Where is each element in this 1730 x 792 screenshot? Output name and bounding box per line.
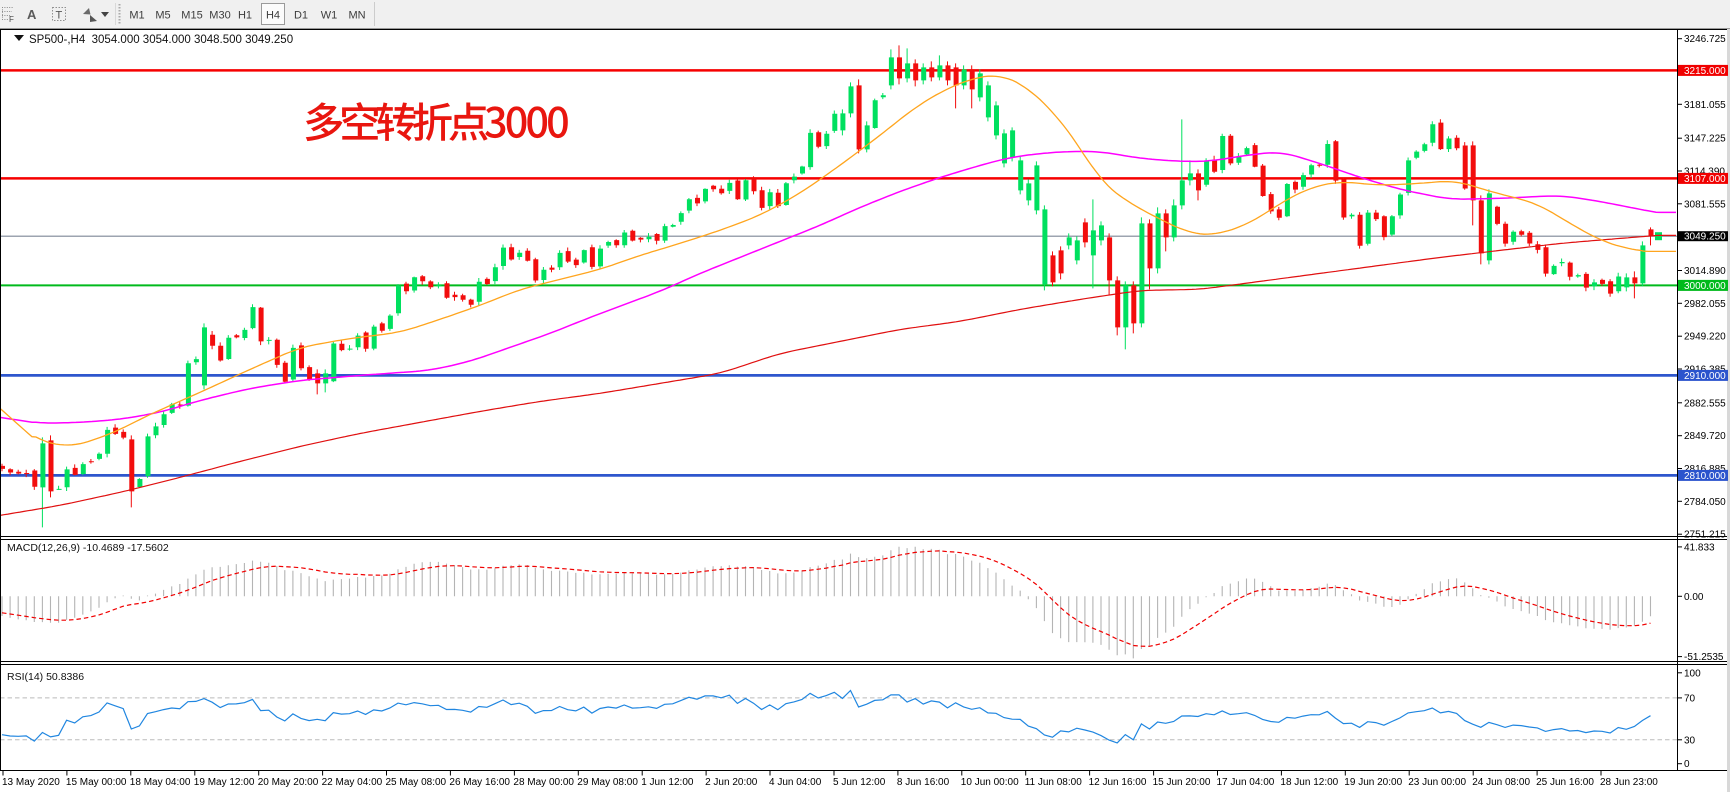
svg-text:11 Jun 08:00: 11 Jun 08:00: [1025, 777, 1083, 788]
svg-text:13 May 2020: 13 May 2020: [2, 777, 60, 788]
svg-text:3147.225: 3147.225: [1684, 134, 1726, 145]
svg-text:W1: W1: [321, 10, 338, 22]
svg-text:MACD(12,26,9) -10.4689 -17.560: MACD(12,26,9) -10.4689 -17.5602: [7, 542, 169, 554]
svg-text:30: 30: [1684, 735, 1696, 746]
svg-text:24 Jun 08:00: 24 Jun 08:00: [1472, 777, 1530, 788]
svg-text:15 Jun 20:00: 15 Jun 20:00: [1153, 777, 1211, 788]
svg-text:2882.555: 2882.555: [1684, 398, 1726, 409]
svg-text:8 Jun 16:00: 8 Jun 16:00: [897, 777, 950, 788]
svg-text:SP500-,H4 3054.000 3054.000 3: SP500-,H4 3054.000 3054.000 3048.500 304…: [29, 34, 293, 46]
svg-text:D1: D1: [294, 10, 308, 22]
svg-text:2849.720: 2849.720: [1684, 431, 1726, 442]
svg-text:A: A: [27, 7, 37, 22]
svg-text:-51.2535: -51.2535: [1684, 652, 1724, 663]
svg-text:2751.215: 2751.215: [1684, 530, 1726, 541]
svg-text:25 Jun 16:00: 25 Jun 16:00: [1536, 777, 1594, 788]
svg-text:29 May 08:00: 29 May 08:00: [577, 777, 638, 788]
svg-text:3181.055: 3181.055: [1684, 100, 1726, 111]
svg-text:RSI(14) 50.8386: RSI(14) 50.8386: [7, 671, 84, 683]
svg-text:18 May 04:00: 18 May 04:00: [130, 777, 191, 788]
svg-text:H4: H4: [266, 10, 280, 22]
svg-text:15 May 00:00: 15 May 00:00: [66, 777, 127, 788]
svg-text:5 Jun 12:00: 5 Jun 12:00: [833, 777, 886, 788]
svg-text:M15: M15: [181, 10, 202, 22]
svg-text:M30: M30: [209, 10, 230, 22]
svg-text:2982.055: 2982.055: [1684, 299, 1726, 310]
svg-text:F: F: [9, 15, 14, 24]
svg-text:3107.000: 3107.000: [1684, 174, 1726, 185]
svg-text:MN: MN: [348, 10, 365, 22]
svg-text:19 May 12:00: 19 May 12:00: [194, 777, 255, 788]
svg-text:1 Jun 12:00: 1 Jun 12:00: [641, 777, 694, 788]
svg-text:41.833: 41.833: [1684, 542, 1715, 553]
svg-text:70: 70: [1684, 693, 1696, 704]
svg-text:28 Jun 23:00: 28 Jun 23:00: [1600, 777, 1658, 788]
svg-text:2910.000: 2910.000: [1684, 371, 1726, 382]
svg-text:18 Jun 12:00: 18 Jun 12:00: [1280, 777, 1338, 788]
svg-text:H1: H1: [238, 10, 252, 22]
svg-text:12 Jun 16:00: 12 Jun 16:00: [1089, 777, 1147, 788]
svg-text:2816.885: 2816.885: [1684, 464, 1726, 475]
svg-text:3215.000: 3215.000: [1684, 66, 1726, 77]
svg-text:2810.000: 2810.000: [1684, 471, 1726, 482]
svg-text:0.00: 0.00: [1684, 592, 1704, 603]
svg-text:3081.555: 3081.555: [1684, 199, 1726, 210]
svg-text:10 Jun 00:00: 10 Jun 00:00: [961, 777, 1019, 788]
svg-text:100: 100: [1684, 668, 1701, 679]
svg-text:20 May 20:00: 20 May 20:00: [258, 777, 319, 788]
svg-text:3014.890: 3014.890: [1684, 266, 1726, 277]
svg-text:2949.220: 2949.220: [1684, 332, 1726, 343]
svg-text:0: 0: [1684, 759, 1690, 770]
svg-text:28 May 00:00: 28 May 00:00: [513, 777, 574, 788]
svg-text:T: T: [56, 10, 63, 22]
svg-text:3246.725: 3246.725: [1684, 34, 1726, 45]
svg-text:3049.250: 3049.250: [1684, 232, 1726, 243]
svg-text:2 Jun 20:00: 2 Jun 20:00: [705, 777, 758, 788]
svg-text:2784.050: 2784.050: [1684, 497, 1726, 508]
svg-text:4 Jun 04:00: 4 Jun 04:00: [769, 777, 822, 788]
svg-text:3000.000: 3000.000: [1684, 281, 1726, 292]
svg-text:22 May 04:00: 22 May 04:00: [322, 777, 383, 788]
svg-text:25 May 08:00: 25 May 08:00: [386, 777, 447, 788]
svg-text:M1: M1: [129, 10, 144, 22]
svg-text:23 Jun 00:00: 23 Jun 00:00: [1408, 777, 1466, 788]
svg-text:M5: M5: [155, 10, 170, 22]
svg-text:19 Jun 20:00: 19 Jun 20:00: [1344, 777, 1402, 788]
svg-text:3114.390: 3114.390: [1684, 167, 1725, 178]
svg-text:17 Jun 04:00: 17 Jun 04:00: [1217, 777, 1275, 788]
svg-text:26 May 16:00: 26 May 16:00: [449, 777, 510, 788]
